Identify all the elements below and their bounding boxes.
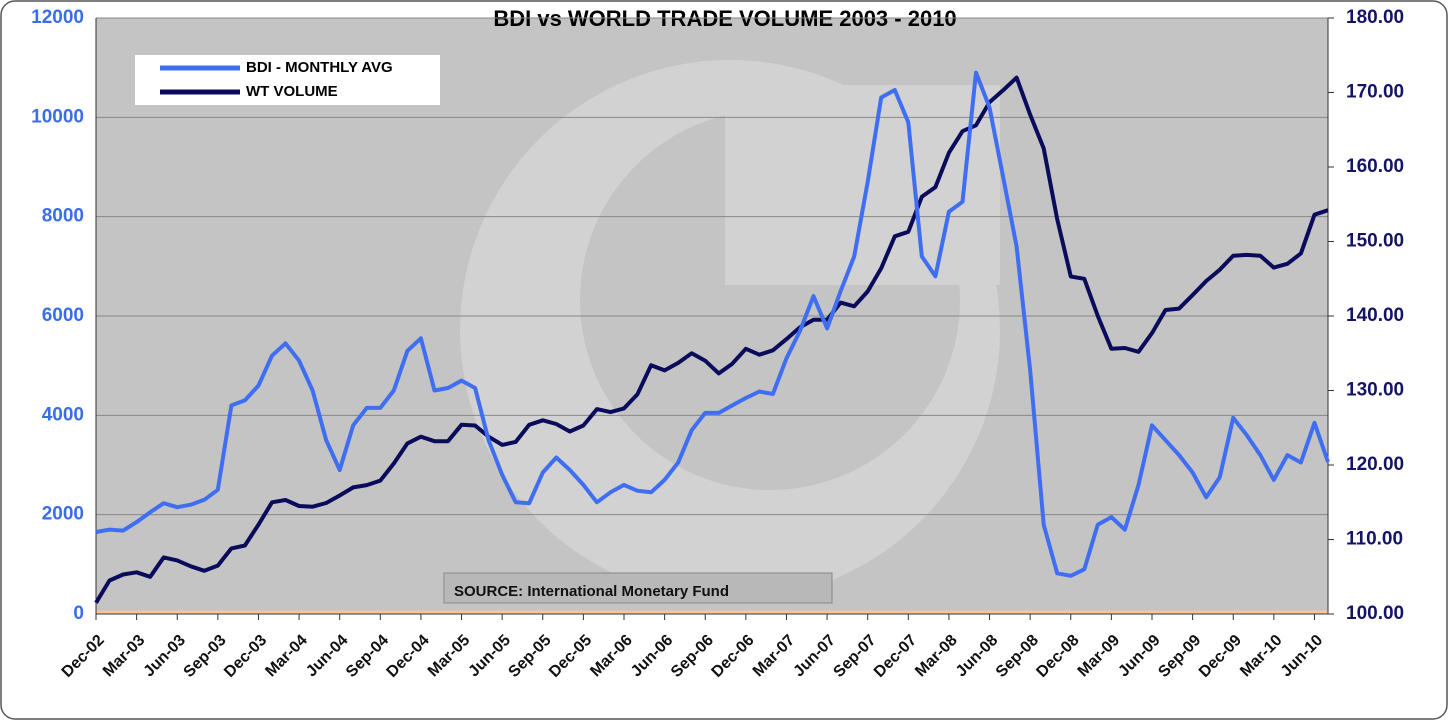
y-tick-label: 0 — [73, 603, 84, 624]
y2-tick-label: 100.00 — [1346, 603, 1404, 624]
y-tick-label: 12000 — [31, 7, 84, 28]
series-line — [95, 70, 1330, 578]
y2-tick-label: 160.00 — [1346, 156, 1404, 177]
y2-tick-label: 130.00 — [1346, 380, 1404, 401]
y-tick-label: 2000 — [42, 504, 84, 525]
y-tick-label: 8000 — [42, 206, 84, 227]
y2-tick-label: 110.00 — [1346, 529, 1403, 550]
y2-tick-label: 170.00 — [1346, 82, 1404, 103]
y-tick-label: 6000 — [42, 305, 84, 326]
y2-tick-label: 120.00 — [1346, 454, 1404, 475]
legend-label: BDI - MONTHLY AVG — [246, 59, 393, 76]
y-tick-label: 10000 — [31, 106, 84, 127]
y2-tick-label: 180.00 — [1346, 7, 1404, 28]
y2-tick-label: 150.00 — [1346, 231, 1404, 252]
y-tick-label: 4000 — [42, 404, 84, 425]
annotation-box — [443, 572, 833, 604]
y2-tick-label: 140.00 — [1346, 305, 1404, 326]
annotation: SOURCE: International Monetary Fund — [454, 583, 729, 600]
series-line — [94, 75, 1329, 604]
legend — [135, 55, 440, 105]
legend-label: WT VOLUME — [246, 83, 338, 100]
watermark — [460, 60, 1000, 600]
